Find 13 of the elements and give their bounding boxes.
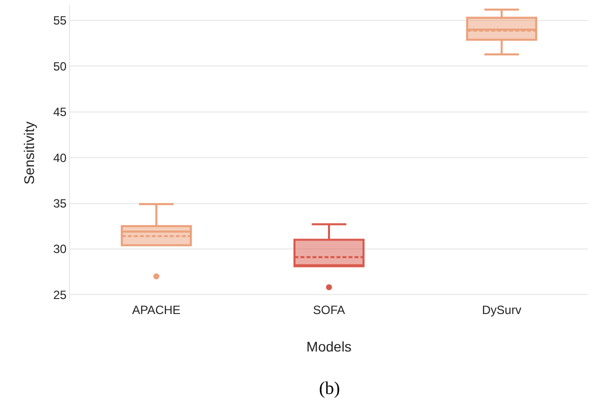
text: (b)	[319, 378, 340, 398]
y-tick-label: 40	[53, 150, 67, 165]
x-tick-label: APACHE	[132, 303, 181, 317]
x-tick-label: SOFA	[312, 303, 346, 317]
x-tick-label: DySurv	[482, 303, 522, 317]
y-tick-label: 45	[53, 105, 67, 120]
y-tick-label: 50	[53, 59, 67, 74]
x-axis-title: Models	[306, 338, 352, 354]
y-tick-label: 35	[53, 196, 67, 210]
y-tick-label: 30	[53, 242, 67, 256]
y-tick-label: 55	[53, 14, 67, 28]
y-axis-title: Sensitivity	[20, 121, 37, 185]
y-tick-label: 25	[53, 288, 67, 302]
